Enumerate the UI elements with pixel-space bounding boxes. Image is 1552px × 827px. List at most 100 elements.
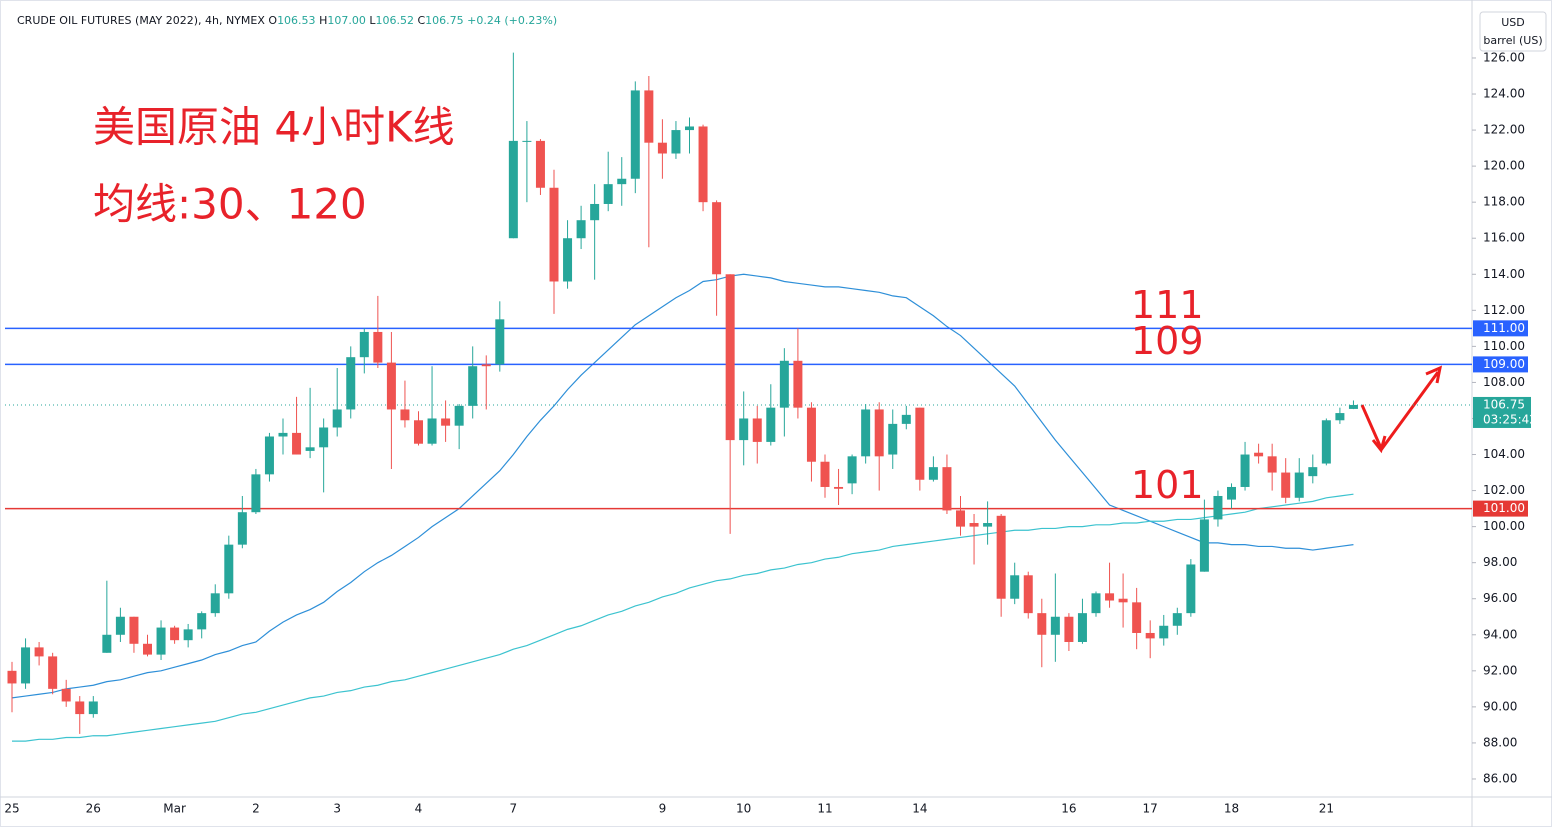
candle-body [928, 467, 938, 480]
candle-body [1132, 602, 1142, 633]
candle-body [75, 701, 85, 715]
x-tick-label: 17 [1143, 802, 1158, 816]
candle-body [1240, 454, 1250, 487]
level-price-box [1473, 320, 1528, 337]
candle-body [820, 461, 830, 487]
candle-body [414, 420, 423, 444]
candle-body [156, 627, 166, 655]
y-tick-label: 86.00 [1483, 771, 1517, 785]
candle-body [847, 456, 857, 484]
unit-box[interactable] [1479, 11, 1547, 52]
candle-body [454, 405, 464, 426]
candle-body [535, 140, 545, 188]
level-note: 109 [1131, 319, 1204, 363]
candle-body [1267, 456, 1277, 473]
candle-body [603, 184, 613, 204]
level-price-label: 111.00 [1483, 321, 1525, 335]
candle-body [793, 360, 803, 408]
candle-body [170, 627, 180, 641]
candle-body [1023, 575, 1033, 614]
candle-body [522, 140, 532, 142]
candle-body [630, 90, 640, 179]
y-tick-label: 94.00 [1483, 627, 1517, 641]
candle-body [264, 436, 274, 475]
candle-body [671, 130, 681, 154]
countdown: 03:25:42 [1483, 412, 1537, 426]
candle-body [1159, 625, 1169, 639]
candle-body [359, 331, 369, 358]
candle-body [468, 366, 478, 406]
candle-body [1335, 413, 1345, 421]
candle-body [657, 142, 667, 154]
quote-value: 106.53 [277, 14, 316, 27]
candle-body [481, 364, 491, 367]
y-tick-label: 92.00 [1483, 663, 1517, 677]
candle-body [1227, 486, 1236, 500]
legend-header: CRUDE OIL FUTURES (MAY 2022), 4h, NYMEX … [17, 14, 557, 27]
candle-body [183, 629, 193, 641]
candle-body [34, 647, 44, 657]
candle-body [48, 656, 58, 689]
y-tick-label: 118.00 [1483, 195, 1525, 209]
x-tick-label: 21 [1319, 802, 1334, 816]
x-tick-label: 9 [659, 802, 667, 816]
candle-body [1321, 420, 1331, 464]
symbol-title: CRUDE OIL FUTURES (MAY 2022), 4h, NYMEX [17, 14, 265, 27]
candle-body [278, 432, 288, 437]
y-tick-label: 120.00 [1483, 159, 1525, 173]
candle-body [495, 319, 505, 365]
candle-body [386, 362, 396, 410]
candle-body [129, 616, 139, 644]
candle-body [806, 407, 816, 462]
candle-body [576, 220, 586, 239]
candle-body [861, 409, 871, 457]
quote-key: H [319, 14, 327, 27]
currency[interactable]: USD [1501, 16, 1525, 29]
candle-body [779, 360, 789, 408]
candle-body [888, 423, 898, 455]
candle-body [7, 670, 17, 684]
annotation: 美国原油 4小时K线 [93, 103, 455, 152]
x-tick-label: 10 [736, 802, 751, 816]
y-tick-label: 96.00 [1483, 591, 1517, 605]
candle-body [441, 418, 451, 426]
candle-body [956, 510, 965, 527]
candle-body [1118, 598, 1128, 603]
x-tick-label: 11 [817, 802, 832, 816]
candle-body [237, 512, 247, 545]
candle-body [644, 90, 654, 143]
y-tick-label: 98.00 [1483, 555, 1517, 569]
candle-body [346, 357, 356, 410]
candle-body [915, 407, 925, 480]
candle-body [251, 474, 261, 513]
y-tick-label: 126.00 [1483, 50, 1525, 64]
quote-key: L [369, 14, 376, 27]
candle-body [969, 523, 979, 527]
change: +0.24 (+0.23%) [467, 14, 557, 27]
level-note: 101 [1131, 463, 1204, 507]
candle-body [1105, 593, 1115, 601]
candle-body [983, 523, 993, 527]
candle-body [901, 414, 911, 424]
candle-body [752, 418, 762, 442]
candle-body [292, 432, 302, 455]
candle-body [319, 427, 329, 448]
candle-body [1077, 613, 1087, 642]
y-tick-label: 108.00 [1483, 375, 1525, 389]
moving-average-line [12, 493, 1354, 742]
candle-body [1308, 467, 1318, 477]
x-tick-label: 25 [4, 802, 19, 816]
candle-body [508, 140, 518, 239]
candle-body [400, 409, 410, 421]
unit[interactable]: barrel (US) [1483, 34, 1542, 47]
candle-body [427, 418, 437, 444]
candle-body [102, 634, 112, 653]
arrow [1360, 365, 1443, 454]
x-tick-label: 7 [510, 802, 518, 816]
x-tick-label: 14 [912, 802, 927, 816]
y-tick-label: 124.00 [1483, 87, 1525, 101]
candle-body [1091, 593, 1101, 614]
candle-body [115, 616, 125, 635]
